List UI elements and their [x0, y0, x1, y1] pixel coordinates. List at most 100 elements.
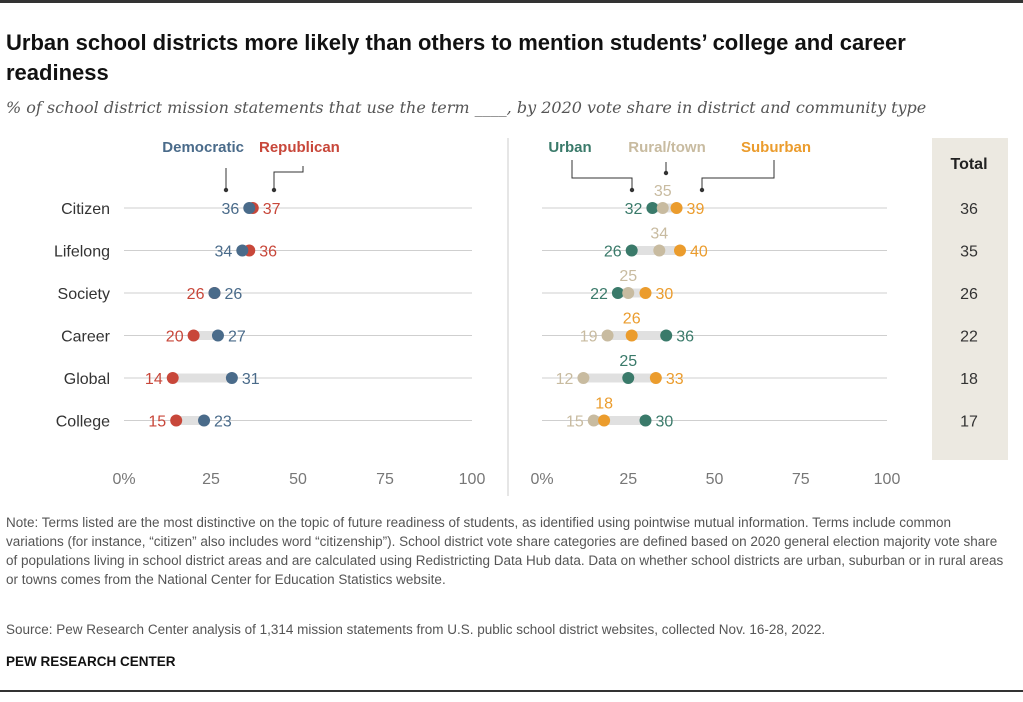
left-axis-tick-100: 100	[459, 471, 486, 488]
label-suburban-career: 26	[623, 311, 641, 328]
label-democratic-society: 26	[224, 286, 242, 303]
dot-urban-citizen	[646, 202, 659, 214]
dot-republican-global	[166, 372, 179, 384]
category-label-society: Society	[58, 286, 110, 303]
dot-suburban-society	[639, 287, 652, 299]
chart-source: Source: Pew Research Center analysis of …	[6, 622, 826, 637]
label-rural-town-citizen: 35	[654, 183, 672, 200]
label-republican-lifelong: 36	[259, 244, 277, 261]
label-urban-global: 25	[619, 353, 637, 370]
total-panel-background	[932, 138, 1008, 460]
brand-label: PEW RESEARCH CENTER	[6, 654, 176, 669]
legend-suburban: Suburban	[741, 139, 811, 156]
chart-title: Urban school districts more likely than …	[6, 30, 906, 85]
label-democratic-global: 31	[242, 371, 260, 388]
label-urban-career: 36	[676, 329, 694, 346]
legend-point-suburban	[699, 187, 705, 193]
label-democratic-lifelong: 34	[215, 244, 233, 261]
total-value-career: 22	[960, 329, 978, 346]
right-axis-tick-100: 100	[874, 471, 901, 488]
legend-rural-town: Rural/town	[628, 139, 706, 156]
legend-line-suburban	[701, 160, 775, 190]
dot-urban-society	[611, 287, 624, 299]
label-republican-global: 14	[145, 371, 163, 388]
legend-urban: Urban	[548, 139, 591, 156]
dot-democratic-society	[208, 287, 221, 299]
label-suburban-society: 30	[656, 286, 674, 303]
total-value-college: 17	[960, 414, 978, 431]
total-value-society: 26	[960, 286, 978, 303]
label-republican-college: 15	[148, 414, 166, 431]
label-democratic-citizen: 36	[221, 201, 239, 218]
category-label-career: Career	[61, 329, 111, 346]
dot-plot-chart: Citizen Lifelong Society Career Global Colleg…	[54, 138, 1008, 496]
label-rural-town-society: 25	[619, 268, 637, 285]
dot-suburban-lifelong	[674, 244, 686, 257]
dot-rural-town-college	[587, 414, 600, 427]
label-urban-lifelong: 26	[604, 244, 622, 261]
category-label-citizen: Citizen	[61, 201, 110, 218]
chart-subtitle: % of school district mission statements …	[6, 98, 927, 117]
top-rule	[0, 0, 1023, 3]
dot-urban-career	[660, 329, 673, 342]
category-label-global: Global	[64, 371, 110, 388]
label-urban-citizen: 32	[625, 201, 643, 218]
dot-republican-college	[170, 414, 183, 427]
total-value-global: 18	[960, 371, 978, 388]
legend-republican: Republican	[259, 139, 340, 156]
dot-democratic-citizen	[243, 202, 256, 214]
total-value-citizen: 36	[960, 201, 978, 218]
legend-point-urban	[629, 187, 635, 193]
legend-democratic: Democratic	[162, 139, 244, 156]
label-republican-career: 20	[166, 329, 184, 346]
legend-line-republican	[273, 166, 304, 190]
legend-line-urban	[571, 160, 633, 190]
right-axis-tick-50: 50	[706, 471, 724, 488]
label-urban-college: 30	[656, 414, 674, 431]
right-axis-tick-75: 75	[792, 471, 810, 488]
label-suburban-global: 33	[666, 371, 684, 388]
label-republican-society: 26	[187, 286, 205, 303]
label-rural-town-lifelong: 34	[650, 226, 668, 243]
dot-suburban-citizen	[670, 202, 683, 214]
left-axis-tick-0: 0%	[112, 471, 135, 488]
label-suburban-lifelong: 40	[690, 244, 708, 261]
dot-rural-town-career	[601, 329, 614, 342]
left-axis-tick-25: 25	[202, 471, 220, 488]
dot-rural-town-citizen	[656, 202, 669, 214]
dot-democratic-career	[211, 329, 224, 342]
dot-republican-career	[187, 329, 200, 342]
bottom-rule	[0, 690, 1023, 692]
dot-rural-town-lifelong	[653, 244, 666, 257]
left-axis-tick-50: 50	[289, 471, 307, 488]
dot-democratic-global	[225, 372, 238, 384]
dot-suburban-career	[625, 329, 638, 342]
label-rural-town-college: 15	[566, 414, 584, 431]
dot-democratic-lifelong	[236, 244, 249, 257]
legend-point-rural-town	[663, 170, 669, 176]
label-democratic-college: 23	[214, 414, 232, 431]
dot-rural-town-society	[622, 287, 635, 299]
label-urban-society: 22	[590, 286, 608, 303]
dot-suburban-global	[649, 372, 662, 384]
legend-point-democratic	[223, 187, 229, 193]
dot-urban-lifelong	[625, 244, 638, 257]
legend-point-republican	[271, 187, 277, 193]
label-rural-town-global: 12	[556, 371, 574, 388]
right-axis-tick-0: 0%	[530, 471, 553, 488]
total-value-lifelong: 35	[960, 244, 978, 261]
category-label-lifelong: Lifelong	[54, 244, 110, 261]
label-suburban-citizen: 39	[687, 201, 705, 218]
label-rural-town-career: 19	[580, 329, 598, 346]
chart-note: Note: Terms listed are the most distinct…	[6, 515, 1004, 587]
right-axis-tick-25: 25	[619, 471, 637, 488]
category-label-college: College	[56, 414, 110, 431]
total-header: Total	[950, 156, 987, 173]
label-suburban-college: 18	[595, 396, 613, 413]
dot-suburban-college	[598, 414, 611, 427]
dot-urban-college	[639, 414, 652, 427]
dot-rural-town-global	[577, 372, 590, 384]
label-republican-citizen: 37	[263, 201, 281, 218]
dot-urban-global	[622, 372, 635, 384]
label-democratic-career: 27	[228, 329, 246, 346]
